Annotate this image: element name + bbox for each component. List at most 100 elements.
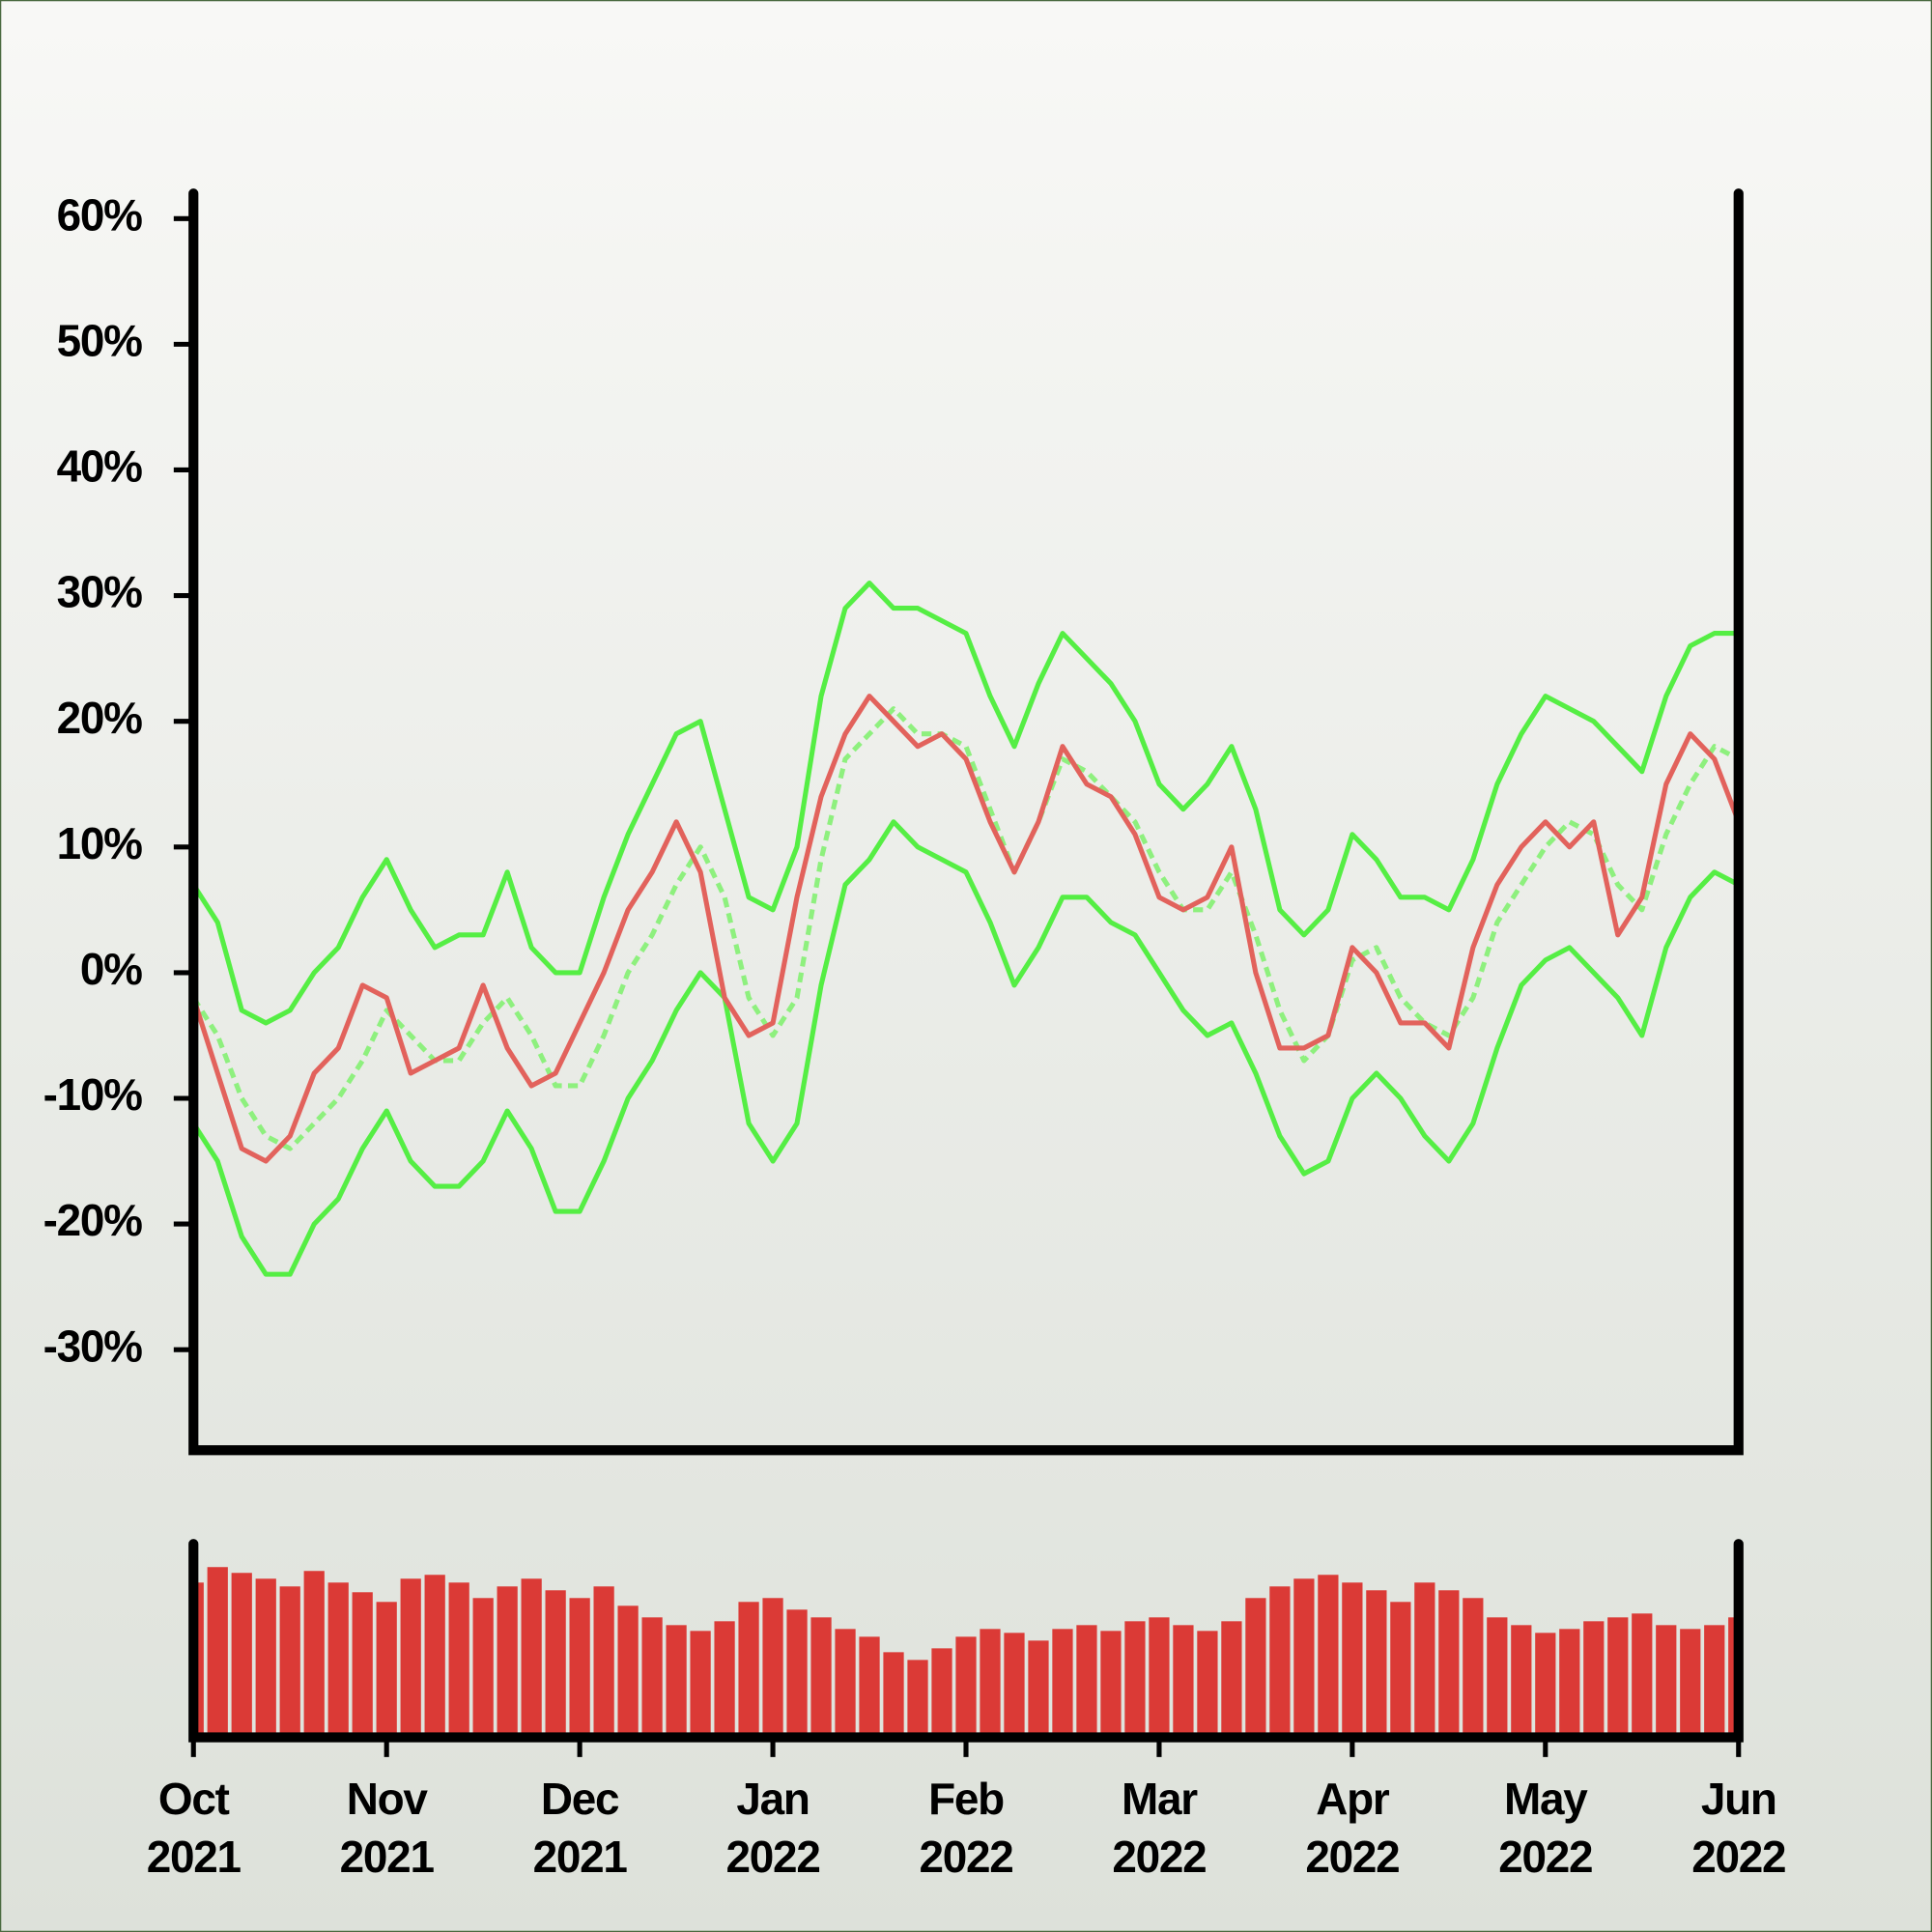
volume-bar bbox=[424, 1575, 445, 1738]
y-tick-label: 30% bbox=[57, 567, 143, 617]
volume-bar bbox=[472, 1598, 494, 1738]
volume-bar bbox=[593, 1586, 614, 1738]
volume-bar bbox=[1076, 1625, 1097, 1738]
volume-bar bbox=[352, 1592, 373, 1738]
volume-bar bbox=[1390, 1602, 1411, 1738]
volume-bar bbox=[641, 1617, 663, 1738]
series-line bbox=[191, 819, 1740, 1277]
series-line bbox=[190, 694, 1742, 1164]
volume-bar bbox=[690, 1631, 711, 1738]
x-tick-label: 2021 bbox=[533, 1832, 628, 1882]
volume-bar bbox=[376, 1602, 397, 1738]
x-tick-label: 2022 bbox=[1691, 1832, 1785, 1882]
x-tick-label: 2022 bbox=[919, 1832, 1012, 1882]
volume-bar bbox=[1149, 1617, 1170, 1738]
volume-bar bbox=[1559, 1629, 1580, 1738]
y-tick-label: -30% bbox=[43, 1321, 143, 1371]
x-tick-label: Feb bbox=[928, 1774, 1004, 1824]
volume-bar bbox=[1052, 1629, 1073, 1738]
x-tick-label: Dec bbox=[541, 1774, 619, 1824]
volume-bar bbox=[1173, 1625, 1194, 1738]
volume-bar bbox=[883, 1652, 904, 1738]
volume-bar bbox=[617, 1605, 639, 1738]
series-line bbox=[191, 706, 1740, 1151]
volume-bar bbox=[1656, 1625, 1677, 1738]
y-tick-label: -10% bbox=[43, 1069, 143, 1120]
y-tick-label: 40% bbox=[57, 441, 143, 492]
volume-bar bbox=[1004, 1633, 1025, 1738]
x-tick-label: Nov bbox=[347, 1774, 429, 1824]
volume-bar bbox=[279, 1586, 300, 1738]
volume-bar bbox=[1704, 1625, 1725, 1738]
volume-bar bbox=[231, 1573, 252, 1738]
volume-bar bbox=[859, 1636, 880, 1738]
y-tick-label: 0% bbox=[80, 944, 142, 994]
volume-bar bbox=[207, 1567, 228, 1738]
x-tick-label: 2022 bbox=[1305, 1832, 1399, 1882]
y-tick-label: 50% bbox=[57, 316, 143, 366]
series-line bbox=[191, 581, 1739, 1026]
volume-bar bbox=[327, 1582, 349, 1738]
volume-bar bbox=[400, 1578, 421, 1738]
x-tick-label: 2022 bbox=[1112, 1832, 1206, 1882]
volume-bar bbox=[193, 1582, 204, 1738]
volume-bar bbox=[1269, 1586, 1291, 1738]
volume-bar bbox=[1197, 1631, 1218, 1738]
volume-bar bbox=[907, 1660, 928, 1738]
volume-bar bbox=[1463, 1598, 1484, 1738]
axis-frame bbox=[188, 1539, 1744, 1743]
volume-bar bbox=[1607, 1617, 1629, 1738]
x-tick-label: 2021 bbox=[147, 1832, 242, 1882]
volume-bar bbox=[714, 1621, 735, 1738]
volume-bar bbox=[835, 1629, 856, 1738]
volume-bar bbox=[786, 1609, 808, 1738]
volume-bar bbox=[1438, 1590, 1460, 1738]
y-tick-label: 10% bbox=[57, 818, 143, 868]
volume-bar bbox=[1487, 1617, 1508, 1738]
x-tick-label: May bbox=[1504, 1774, 1588, 1824]
volume-bar bbox=[1245, 1598, 1266, 1738]
volume-bar bbox=[738, 1602, 759, 1738]
x-tick-label: Mar bbox=[1122, 1774, 1198, 1824]
y-tick-label: -20% bbox=[43, 1195, 143, 1245]
volume-bar bbox=[1100, 1631, 1122, 1738]
volume-bar bbox=[545, 1590, 566, 1738]
x-tick-label: Jun bbox=[1701, 1774, 1776, 1824]
y-tick-label: 60% bbox=[57, 189, 143, 240]
volume-bar bbox=[448, 1582, 469, 1738]
volume-bar bbox=[521, 1578, 542, 1738]
x-tick-label: Oct bbox=[158, 1774, 230, 1824]
y-tick-label: 20% bbox=[57, 693, 143, 743]
x-tick-label: 2022 bbox=[1498, 1832, 1592, 1882]
volume-bar bbox=[1366, 1590, 1387, 1738]
volume-bar bbox=[980, 1629, 1001, 1738]
volume-bar bbox=[497, 1586, 518, 1738]
volume-bar bbox=[1318, 1575, 1339, 1738]
volume-bar bbox=[955, 1636, 977, 1738]
volume-bar bbox=[666, 1625, 687, 1738]
volume-bar bbox=[569, 1598, 590, 1738]
volume-bar bbox=[1028, 1640, 1049, 1738]
x-tick-label: 2021 bbox=[340, 1832, 435, 1882]
axis-frame bbox=[188, 188, 1744, 1456]
volume-bar bbox=[1632, 1613, 1653, 1738]
volume-bar bbox=[255, 1578, 276, 1738]
volume-bar bbox=[1535, 1633, 1556, 1738]
volume-bar bbox=[1293, 1578, 1315, 1738]
x-tick-label: 2022 bbox=[726, 1832, 820, 1882]
volume-bar bbox=[1414, 1582, 1435, 1738]
x-tick-label: Apr bbox=[1316, 1774, 1390, 1824]
volume-bar bbox=[810, 1617, 832, 1738]
volume-bar bbox=[1124, 1621, 1146, 1738]
volume-bar bbox=[1680, 1629, 1701, 1738]
volume-bar bbox=[762, 1598, 783, 1738]
volume-bar bbox=[1221, 1621, 1242, 1738]
volume-bar bbox=[1583, 1621, 1605, 1738]
volume-bar bbox=[303, 1571, 325, 1738]
x-tick-label: Jan bbox=[736, 1774, 809, 1824]
volume-bar bbox=[1728, 1617, 1739, 1738]
volume-bar bbox=[1342, 1582, 1363, 1738]
volume-bar bbox=[931, 1648, 952, 1738]
